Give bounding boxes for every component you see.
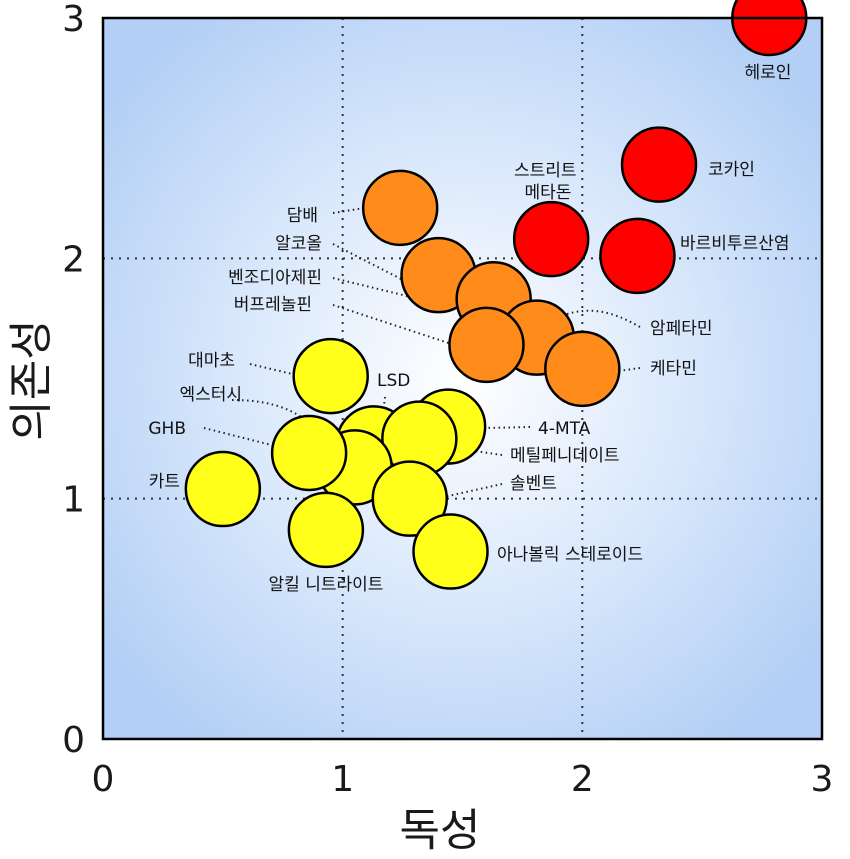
plot-area bbox=[103, 18, 822, 739]
bubble-솔벤트 bbox=[371, 460, 449, 537]
x-tick-label: 3 bbox=[811, 759, 834, 800]
leader-line-대마초 bbox=[249, 363, 331, 385]
point-label-알킬-니트라이트: 알킬 니트라이트 bbox=[269, 575, 384, 595]
leader-line-ghb bbox=[203, 427, 312, 456]
bubble-바르비투르산염 bbox=[599, 217, 676, 295]
x-tick-label: 1 bbox=[331, 759, 354, 800]
y-tick-label: 2 bbox=[62, 239, 85, 280]
bubble-코카인 bbox=[620, 126, 698, 203]
bubbles bbox=[184, 0, 808, 590]
point-label-버프레놀핀: 버프레놀핀 bbox=[234, 295, 312, 315]
point-label-4-mta: 4-MTA bbox=[538, 419, 591, 439]
leader-line-솔벤트 bbox=[409, 483, 503, 506]
bubble-알킬-니트라이트 bbox=[287, 491, 365, 569]
point-label-헤로인: 헤로인 bbox=[745, 63, 792, 83]
y-tick-label: 1 bbox=[62, 480, 85, 521]
point-label-알코올: 알코올 bbox=[275, 234, 322, 254]
bubble-케타민 bbox=[544, 330, 621, 408]
bubble-버프레놀핀 bbox=[448, 306, 525, 384]
point-label-담배: 담배 bbox=[287, 206, 318, 226]
x-tick-label: 2 bbox=[571, 759, 594, 800]
y-axis-title: 의존성 bbox=[6, 319, 57, 440]
bubble-카트 bbox=[184, 450, 262, 528]
bubble-ghb bbox=[270, 414, 348, 492]
y-tick-label: 3 bbox=[62, 0, 85, 40]
point-label-엑스터시: 엑스터시 bbox=[179, 385, 242, 405]
point-label-스트리트-메타돈: 스트리트 메타돈 bbox=[514, 161, 582, 203]
point-label-암페타민: 암페타민 bbox=[650, 319, 713, 339]
point-label-벤조디아제핀: 벤조디아제핀 bbox=[228, 268, 322, 288]
point-label-케타민: 케타민 bbox=[650, 359, 697, 379]
tick-labels: 0 1 2 3 0 1 2 3 bbox=[62, 0, 833, 800]
bubble-담배 bbox=[361, 169, 439, 247]
point-label-카트: 카트 bbox=[149, 472, 180, 492]
bubble-아나볼릭-스테로이드 bbox=[412, 513, 489, 590]
point-label-아나볼릭-스테로이드: 아나볼릭 스테로이드 bbox=[497, 545, 643, 565]
plot-frame bbox=[101, 16, 824, 741]
y-tick-label: 0 bbox=[62, 720, 85, 761]
point-label-코카인: 코카인 bbox=[708, 160, 755, 180]
x-tick-label: 0 bbox=[92, 759, 115, 800]
point-label-바르비투르산염: 바르비투르산염 bbox=[680, 234, 789, 254]
point-label-lsd: LSD bbox=[377, 371, 410, 391]
bubble-대마초 bbox=[292, 337, 369, 415]
bubble-스트리트-메타돈 bbox=[512, 200, 590, 278]
point-label-대마초: 대마초 bbox=[188, 351, 235, 371]
x-axis-title: 독성 bbox=[400, 805, 481, 856]
point-label-ghb: GHB bbox=[148, 419, 186, 439]
point-label-솔벤트: 솔벤트 bbox=[510, 474, 557, 494]
point-label-메틸페니데이트: 메틸페니데이트 bbox=[510, 446, 619, 466]
